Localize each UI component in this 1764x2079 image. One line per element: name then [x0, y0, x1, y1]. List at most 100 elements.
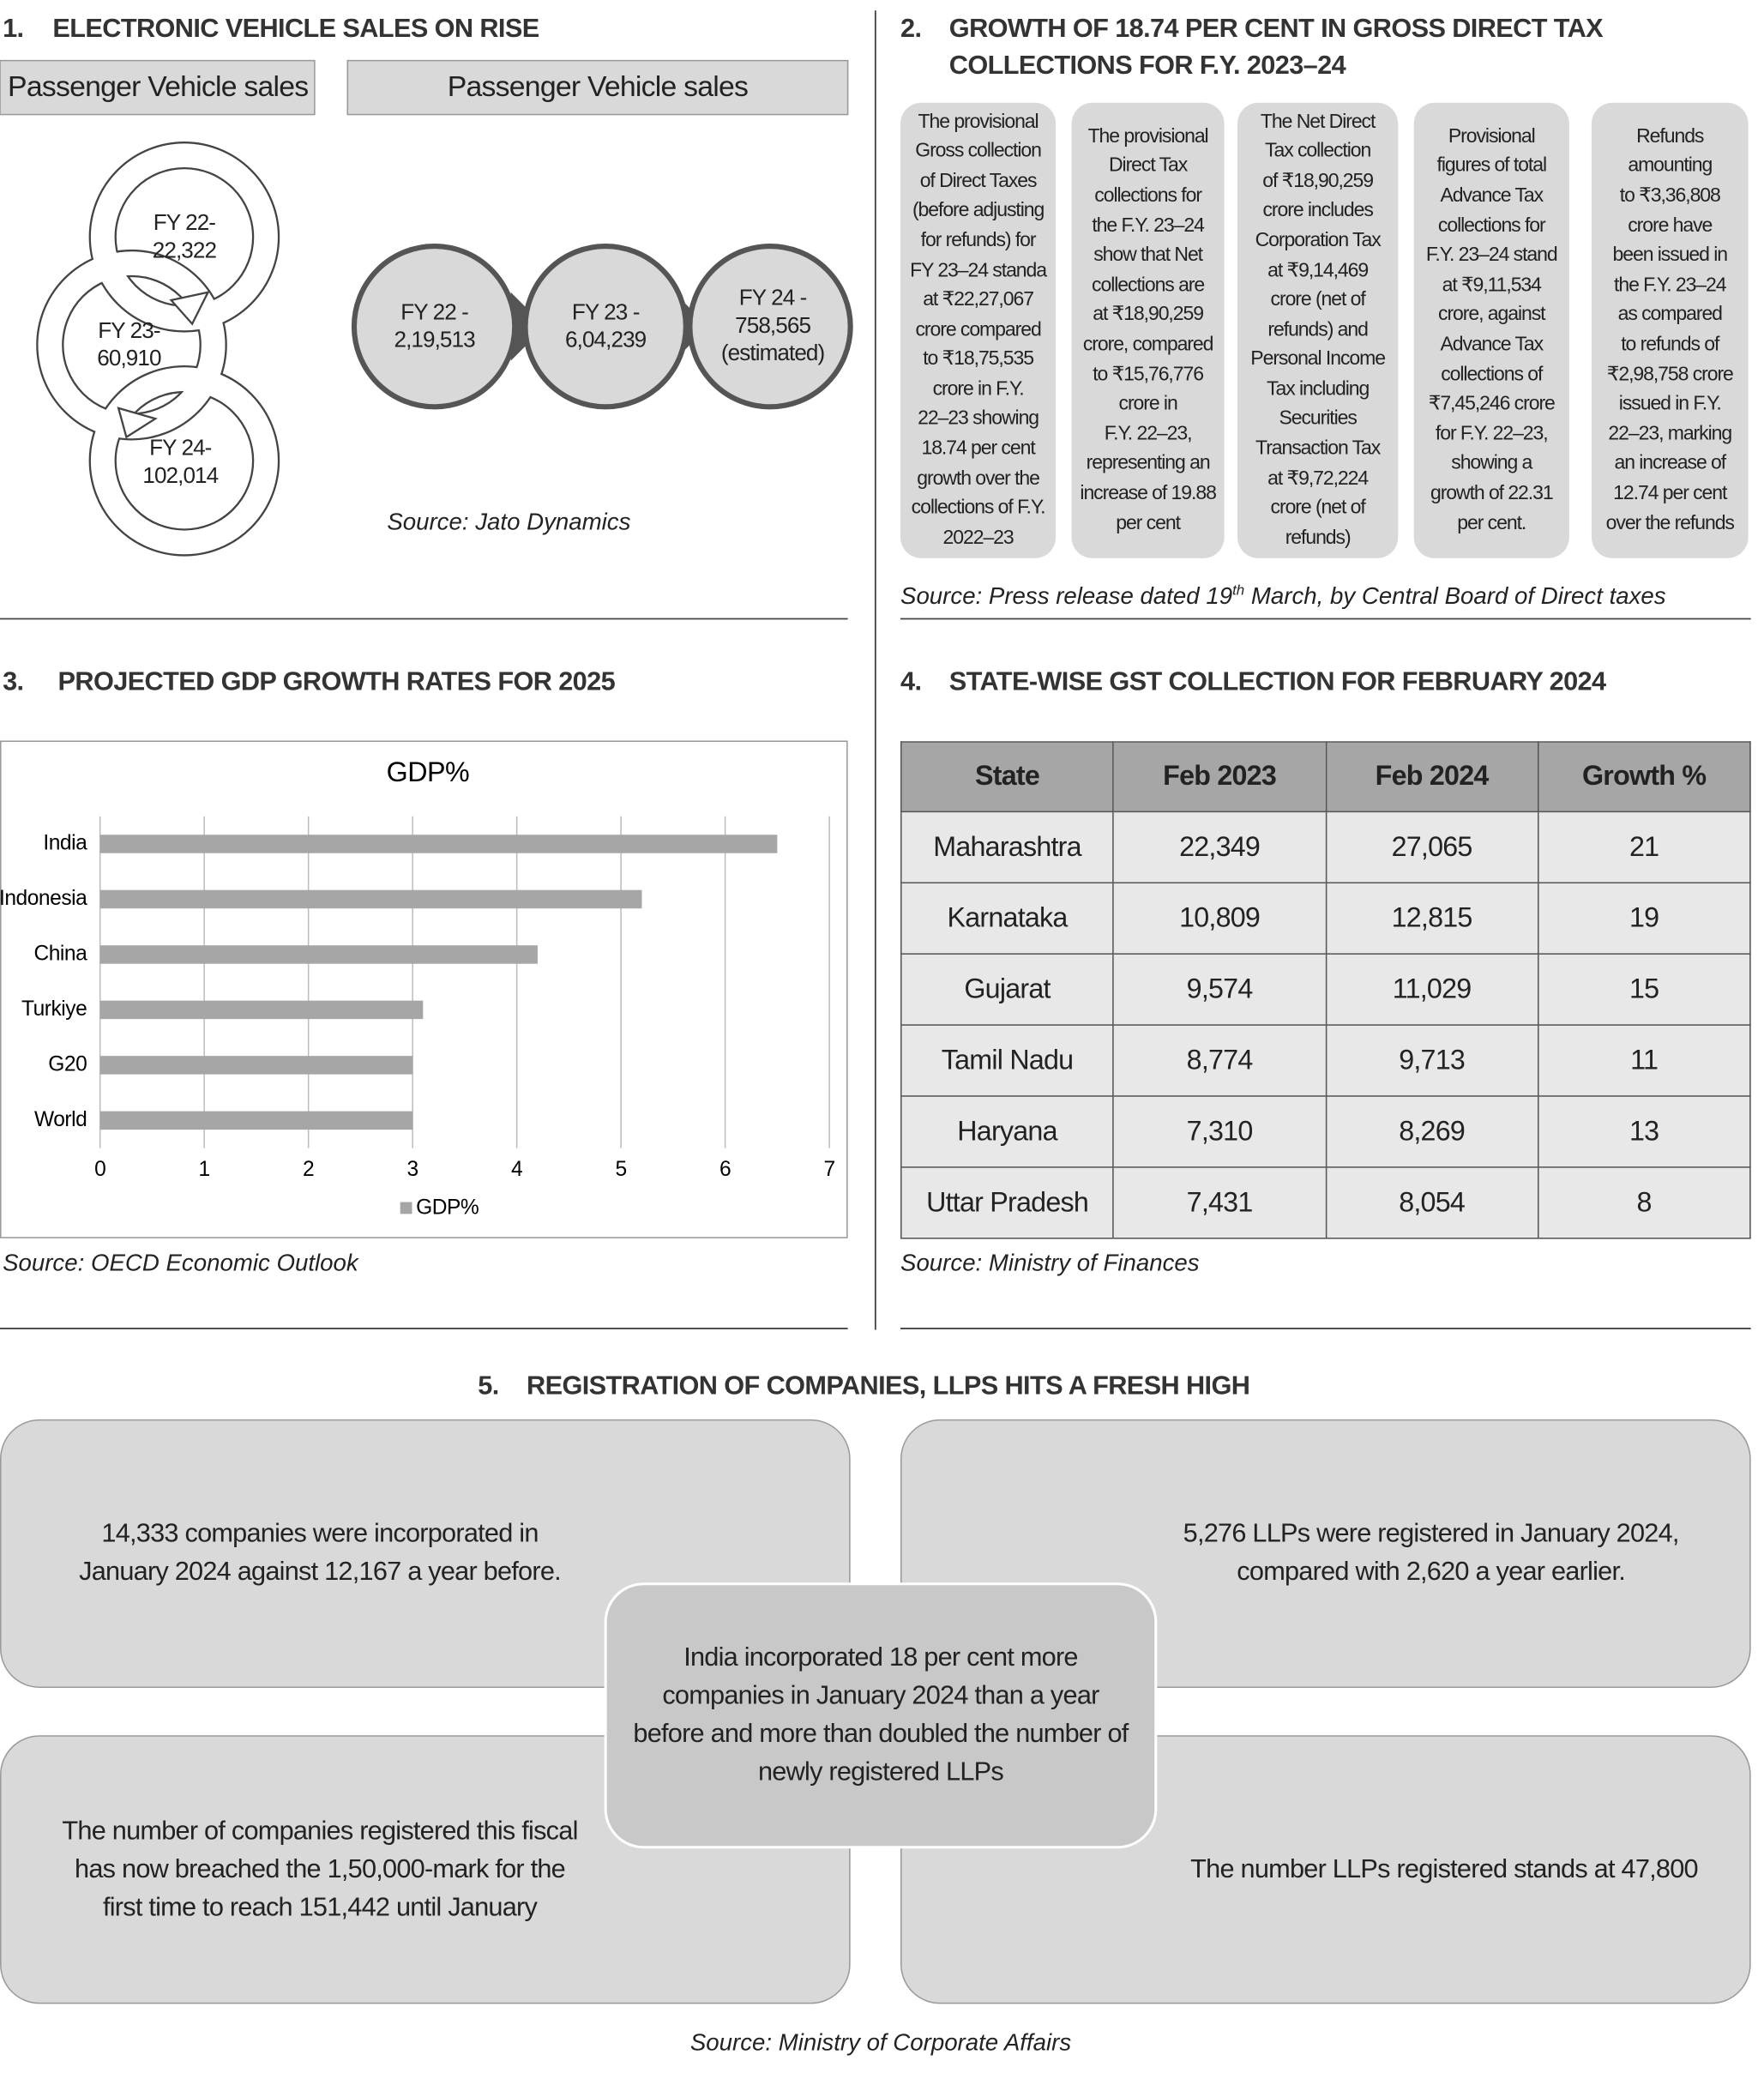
header-box: [0, 59, 316, 116]
section-title: PROJECTED GDP GROWTH RATES FOR 2025: [57, 667, 616, 697]
flow-label: (estimated): [720, 340, 825, 366]
section-title: COLLECTIONS FOR F.Y. 2023–24: [948, 51, 1346, 81]
table-cell: 19: [1537, 882, 1751, 955]
text-line: Provisional: [1448, 124, 1536, 148]
table-header-cell: Feb 2024: [1325, 741, 1539, 813]
source-superscript: th: [1232, 582, 1245, 599]
text-line: collections are: [1092, 274, 1205, 297]
text-line: first time to reach 151,442 until Januar…: [102, 1892, 538, 1922]
text-line: at ₹9,72,224: [1267, 467, 1369, 490]
x-tick-label: 1: [199, 1158, 210, 1181]
text-line: Personal Income: [1250, 347, 1386, 371]
header-label: Passenger Vehicle sales: [8, 69, 309, 103]
arrow-head: [117, 407, 158, 439]
table-cell: 7,310: [1112, 1095, 1327, 1168]
table-cell: 11: [1537, 1024, 1751, 1097]
x-tick-label: 3: [407, 1158, 418, 1181]
table-header-cell: Growth %: [1537, 741, 1751, 813]
text-line: The Net Direct: [1260, 110, 1376, 133]
source: Source: OECD Economic Outlook: [3, 1249, 358, 1276]
section-number: 1.: [3, 14, 24, 44]
text-line: the F.Y. 23–24: [1092, 214, 1205, 237]
text-line: crore (net of: [1270, 288, 1366, 311]
source: Source: Ministry of Finances: [900, 1249, 1200, 1276]
text-line: 5,276 LLPs were registered in January 20…: [1183, 1519, 1680, 1549]
text-line: Securities: [1279, 407, 1357, 431]
x-tick-label: 0: [94, 1158, 105, 1181]
section-number: 5.: [478, 1371, 499, 1401]
chart-frame: [0, 740, 848, 1238]
cycle-label: 60,910: [97, 345, 161, 371]
text-line: before and more than doubled the number …: [633, 1719, 1129, 1749]
flow-circle: [687, 243, 853, 410]
x-tick-label: 2: [303, 1158, 314, 1181]
flow-label: 758,565: [735, 312, 811, 338]
chart-title: GDP%: [387, 756, 470, 787]
text-line: January 2024 against 12,167 a year befor…: [79, 1558, 562, 1587]
text-line: over the refunds: [1605, 511, 1735, 534]
table-cell: 8: [1537, 1166, 1751, 1239]
cycle-label: FY 24-: [149, 434, 212, 460]
info-card: Provisional figures of total Advance Tax co…: [1413, 102, 1569, 558]
table-header-row: State Feb 2023 Feb 2024 Growth %: [900, 741, 1751, 813]
text-line: The number of companies registered this …: [62, 1816, 578, 1846]
text-line: F.Y. 23–24 stand: [1425, 244, 1558, 267]
text-line: India incorporated 18 per cent more: [683, 1642, 1078, 1672]
flow-label: 2,19,513: [394, 326, 475, 353]
text-line: Transaction Tax: [1255, 437, 1381, 460]
table-cell: 11,029: [1325, 953, 1539, 1026]
text-line: show that Net: [1093, 244, 1203, 267]
cycle-label: 22,322: [152, 237, 217, 262]
fact-box: India incorporated 18 per cent more compa…: [604, 1582, 1158, 1849]
text-line: issued in F.Y.: [1618, 392, 1722, 415]
text-line: to ₹3,36,808: [1619, 184, 1721, 208]
table-row: Uttar Pradesh 7,431 8,054 8: [900, 1166, 1751, 1239]
source-text: March, by Central Board of Direct taxes: [1244, 582, 1666, 610]
table-cell: Haryana: [900, 1095, 1115, 1168]
source: Source: Ministry of Corporate Affairs: [689, 2028, 1072, 2056]
table-cell: 15: [1537, 953, 1751, 1026]
cycle-label: 102,014: [142, 462, 219, 488]
text-line: 12.74 per cent: [1613, 481, 1727, 504]
text-line: per cent: [1116, 511, 1181, 534]
cycle-label: FY 22-: [153, 209, 216, 235]
text-line: 22–23 showing: [918, 407, 1039, 431]
y-tick-label: Turkiye: [21, 997, 87, 1021]
legend-label: GDP%: [416, 1196, 479, 1220]
text-line: Advance Tax: [1440, 333, 1544, 356]
section-title: ELECTRONIC VEHICLE SALES ON RISE: [52, 14, 539, 44]
table-cell: Uttar Pradesh: [900, 1166, 1115, 1239]
x-tick-label: 6: [719, 1158, 731, 1181]
table-cell: 9,574: [1112, 953, 1327, 1026]
text-line: Tax collection: [1265, 139, 1371, 163]
flow-circle: [522, 243, 689, 410]
text-line: companies in January 2024 than a year: [662, 1681, 1099, 1711]
text-line: at ₹18,90,259: [1093, 303, 1204, 326]
gst-table: State Feb 2023 Feb 2024 Growth % Maharashtra…: [900, 741, 1751, 1239]
table-cell: 9,713: [1325, 1024, 1539, 1097]
table-cell: 8,269: [1325, 1095, 1539, 1168]
header-box: [346, 59, 849, 116]
arrow-head: [169, 291, 210, 326]
legend-swatch: [400, 1202, 412, 1214]
text-line: showing a: [1451, 452, 1532, 475]
bar: [99, 835, 778, 853]
text-line: Refunds: [1636, 124, 1704, 148]
flow-circle: [351, 243, 518, 410]
table-row: Haryana 7,310 8,269 13: [900, 1095, 1751, 1168]
info-card: The provisional Direct Tax collections for…: [1071, 102, 1225, 558]
text-line: Gross collection: [915, 139, 1042, 163]
table-cell: 10,809: [1112, 882, 1327, 955]
text-line: at ₹22,27,067: [923, 288, 1034, 311]
text-line: growth of 22.31: [1430, 481, 1554, 504]
text-line: growth over the: [917, 467, 1040, 490]
table-cell: 8,774: [1112, 1024, 1327, 1097]
y-tick-label: G20: [48, 1052, 87, 1076]
text-line: collections for: [1437, 214, 1546, 237]
text-line: compared with 2,620 a year earlier.: [1237, 1558, 1626, 1587]
text-line: 14,333 companies were incorporated in: [101, 1519, 539, 1549]
text-line: collections of F.Y.: [911, 497, 1046, 520]
bar: [99, 1056, 413, 1075]
